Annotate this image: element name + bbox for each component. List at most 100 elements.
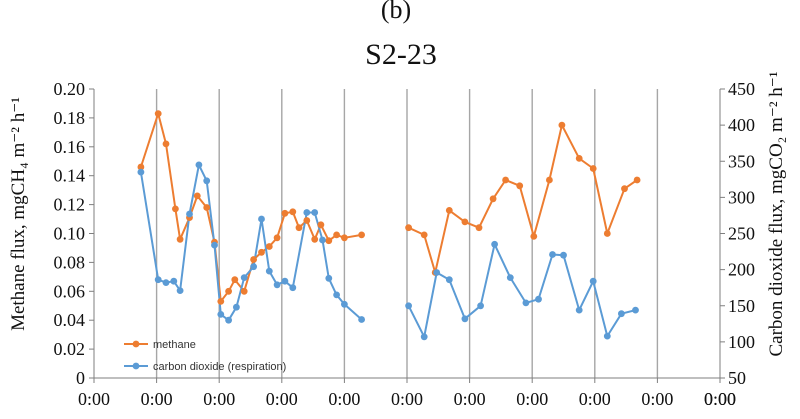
y-right-tick-label: 100 (728, 332, 755, 352)
carbon-dioxide-data-point (265, 267, 273, 275)
carbon-dioxide-data-point (258, 215, 265, 223)
carbon-dioxide-data-point (203, 177, 211, 185)
methane-data-point (325, 237, 333, 245)
y-left-tick-label: 0.10 (54, 224, 86, 244)
methane-data-point (489, 195, 497, 203)
methane-data-point (172, 205, 179, 213)
series-lines (139, 112, 638, 338)
y-left-tick-label: 0.18 (54, 108, 86, 128)
gridlines (155, 89, 659, 378)
methane-data-point (289, 208, 297, 216)
x-tick-label: 0:00 (328, 389, 360, 409)
carbon-dioxide-data-point (303, 209, 311, 216)
carbon-dioxide-data-point (549, 251, 556, 258)
x-tick-label: 0:00 (141, 389, 173, 409)
chart-title: S2-23 (365, 38, 437, 71)
legend-carbon-dioxide-marker (132, 362, 140, 370)
legend-methane-label: methane (153, 339, 196, 351)
methane-data-point (516, 182, 524, 190)
y-right-tick-label: 250 (728, 224, 755, 244)
methane-data-point (176, 235, 184, 243)
carbon-dioxide-data-point (281, 277, 289, 285)
carbon-dioxide-data-point (154, 276, 162, 284)
x-tick-label: 0:00 (454, 389, 486, 409)
carbon-dioxide-data-point (195, 161, 203, 169)
methane-data-point (311, 235, 319, 243)
methane-data-point (502, 176, 509, 184)
carbon-dioxide-data-point (477, 302, 484, 310)
methane-data-point (461, 218, 469, 226)
methane-data-point (420, 231, 428, 239)
methane-data-point (137, 163, 145, 171)
y-right-tick-label: 450 (728, 79, 755, 99)
carbon-dioxide-data-point (522, 299, 530, 307)
x-tick-label: 0:00 (516, 389, 548, 409)
x-tick-label: 0:00 (266, 389, 298, 409)
methane-data-point (603, 230, 611, 237)
methane-data-point (633, 176, 641, 184)
carbon-dioxide-data-point (560, 251, 567, 259)
y-left-tick-label: 0.04 (54, 310, 86, 330)
y-left-tick-label: 0.12 (54, 195, 86, 215)
carbon-dioxide-data-point (461, 315, 469, 323)
carbon-dioxide-data-point (273, 281, 281, 289)
methane-data-point (154, 110, 162, 117)
x-tick-label: 0:00 (391, 389, 423, 409)
methane-data-point (341, 234, 348, 242)
methane-data-point (281, 209, 289, 217)
legend-methane-marker (132, 340, 140, 348)
carbon-dioxide-data-point (211, 241, 218, 249)
x-tick-label: 0:00 (704, 389, 736, 409)
y-left-tick-label: 0.14 (54, 166, 86, 186)
y-left-tick-label: 0.16 (54, 137, 86, 157)
carbon-dioxide-data-point (575, 306, 583, 314)
carbon-dioxide-data-point (420, 333, 428, 341)
x-ticks: 0:00 0:00 0:00 0:00 0:00 0:00 0:00 0:00 0:00 0:00… (78, 378, 736, 409)
panel-label: (b) (381, 0, 411, 24)
carbon-dioxide-data-point (186, 210, 193, 218)
carbon-dioxide-data-point (433, 269, 441, 276)
x-tick-label: 0:00 (641, 389, 673, 409)
methane-data-point (475, 224, 483, 232)
methane-data-point (589, 165, 597, 172)
y-right-tick-label: 300 (728, 187, 755, 207)
carbon-dioxide-data-point (405, 302, 412, 310)
y-right-ticks: 50 100 150 200 250 300 350 400 450 (720, 79, 755, 388)
y-right-tick-label: 200 (728, 260, 755, 280)
methane-data-point (225, 287, 233, 295)
y-left-tick-label: 0.06 (54, 281, 86, 301)
carbon-dioxide-data-point (311, 209, 319, 216)
carbon-dioxide-data-point (176, 287, 184, 294)
y-right-tick-label: 350 (728, 151, 755, 171)
methane-data-point (193, 192, 201, 200)
carbon-dioxide-data-point (341, 300, 348, 308)
methane-data-point (295, 224, 303, 232)
methane-data-point (250, 256, 257, 263)
y-left-tick-label: 0.08 (54, 252, 86, 272)
carbon-dioxide-data-point (491, 240, 498, 248)
methane-data-point (240, 287, 248, 295)
legend-carbon-dioxide-label: carbon dioxide (respiration) (153, 361, 286, 373)
methane-data-point (358, 231, 365, 239)
x-tick-label: 0:00 (78, 389, 110, 409)
carbon-dioxide-series-line (407, 243, 636, 338)
carbon-dioxide-series-line (139, 163, 363, 322)
carbon-dioxide-data-point (535, 295, 542, 303)
methane-series-line (408, 124, 638, 274)
methane-data-point (530, 233, 538, 240)
carbon-dioxide-data-point (319, 236, 326, 244)
series-points (137, 110, 641, 341)
carbon-dioxide-data-point (618, 310, 625, 318)
methane-data-point (265, 243, 273, 250)
carbon-dioxide-data-point (603, 332, 611, 340)
y-left-tick-label: 0 (76, 368, 85, 388)
carbon-dioxide-data-point (170, 277, 178, 285)
methane-data-point (546, 176, 553, 184)
methane-data-point (621, 185, 628, 193)
carbon-dioxide-data-point (162, 279, 170, 286)
methane-data-point (217, 298, 225, 305)
methane-data-point (231, 276, 239, 284)
y-right-tick-label: 400 (728, 115, 755, 135)
carbon-dioxide-data-point (506, 274, 514, 281)
